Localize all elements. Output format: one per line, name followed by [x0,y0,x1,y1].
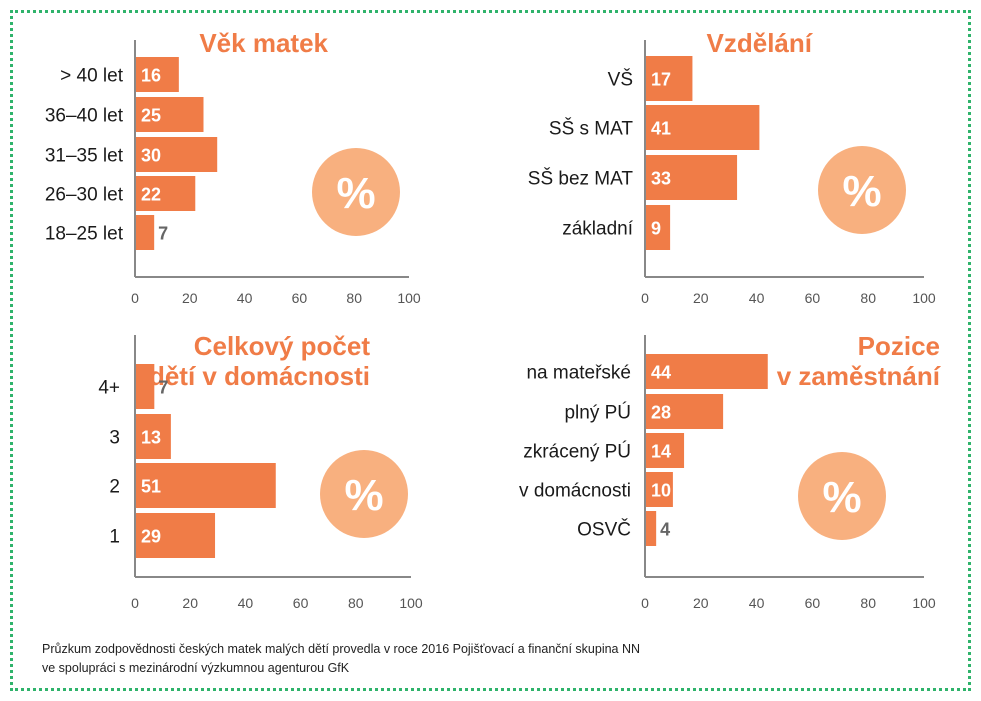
chart-pozice-value-label-2: 28 [651,403,671,423]
chart-vzdelani-x-tick-label-3: 40 [749,290,765,306]
chart-pozice-bar-3 [645,433,685,468]
chart-deti-bar-1 [135,364,155,409]
chart-vek-bar-5 [135,215,155,250]
chart-deti-x-tick-label-3: 40 [238,595,254,611]
chart-pozice-bar-5 [645,511,657,546]
chart-vzdelani-category-label-4: základní [562,219,633,240]
chart-pozice-title-line-1: Pozice [858,331,940,361]
chart-vzdelani-x-tick-label-6: 100 [912,290,936,306]
chart-deti-category-label-3: 2 [109,477,120,498]
chart-deti-bar-4 [135,513,216,558]
chart-pozice-bar-4 [645,472,673,507]
chart-pozice-x-tick-label-6: 100 [912,595,936,611]
chart-vzdelani-x-tick-label-1: 0 [641,290,649,306]
chart-vzdelani-x-tick-label-2: 20 [693,290,709,306]
chart-deti-x-tick-label-1: 0 [131,595,139,611]
chart-vek-category-label-3: 31–35 let [45,146,124,167]
chart-deti-value-label-1: 7 [158,378,168,398]
chart-pozice-x-tick-label-1: 0 [641,595,649,611]
chart-vek-x-tick-label-1: 0 [131,290,139,306]
chart-pozice-value-label-5: 4 [660,520,670,540]
chart-vzdelani-category-label-1: VŠ [608,69,633,91]
chart-deti-category-label-2: 3 [109,428,120,449]
chart-vek-category-label-2: 36–40 let [45,106,124,127]
chart-deti-bar-3 [135,463,276,508]
chart-pozice-value-label-4: 10 [651,481,671,501]
chart-vek-value-label-5: 7 [158,224,168,244]
chart-vek-percent-circle [312,148,400,236]
chart-vzdelani-percent-symbol: % [842,167,881,216]
chart-vzdelani-bar-1 [645,56,693,101]
chart-vzdelani-category-label-2: SŠ s MAT [549,118,633,140]
chart-vek-value-label-1: 16 [141,66,161,86]
chart-pozice-category-label-2: plný PÚ [564,402,631,424]
chart-vzdelani-value-label-3: 33 [651,169,671,189]
footnote: Průzkum zodpovědnosti českých matek malý… [42,640,802,678]
chart-pozice-percent-symbol: % [822,473,861,522]
chart-pozice-x-tick-label-2: 20 [693,595,709,611]
chart-deti-title-line-1: Celkový počet [194,331,371,361]
chart-pozice-x-tick-label-4: 60 [805,595,821,611]
chart-vzdelani-value-label-1: 17 [651,70,671,90]
chart-vzdelani-value-label-4: 9 [651,219,661,239]
chart-deti-percent-circle [320,450,408,538]
chart-vek-x-tick-label-5: 80 [346,290,362,306]
chart-pozice-category-label-5: OSVČ [577,519,631,541]
chart-deti-title-line-2: dětí v domácnosti [149,361,370,391]
chart-pozice-bar-1 [645,354,768,389]
chart-vzdelani-bar-4 [645,205,671,250]
chart-pozice-category-label-3: zkrácený PÚ [523,441,631,463]
chart-vek-x-tick-label-6: 100 [397,290,421,306]
footnote-line-1: Průzkum zodpovědnosti českých matek malý… [42,642,641,656]
chart-vek-bar-4 [135,176,196,211]
chart-vek-title-line-1: Věk matek [199,28,328,58]
chart-vek-value-label-4: 22 [141,185,161,205]
chart-pozice-title-line-2: v zaměstnání [777,361,941,391]
chart-vek-category-label-5: 18–25 let [45,224,124,245]
chart-vek-bar-3 [135,137,218,172]
chart-pozice-x-tick-label-3: 40 [749,595,765,611]
footnote-line-2: ve spolupráci s mezinárodní výzkumnou ag… [42,661,350,675]
chart-vek-value-label-3: 30 [141,146,161,166]
chart-vzdelani-title-line-1: Vzdělání [707,28,813,58]
chart-vzdelani-bar-3 [645,155,738,200]
chart-deti-bar-2 [135,414,171,459]
chart-deti-x-tick-label-6: 100 [399,595,423,611]
chart-vzdelani-x-tick-label-5: 80 [860,290,876,306]
chart-deti-category-label-1: 4+ [98,378,120,399]
chart-pozice-percent-circle [798,452,886,540]
chart-vek-value-label-2: 25 [141,106,161,126]
chart-pozice-bar-2 [645,394,724,429]
chart-deti-value-label-4: 29 [141,527,161,547]
chart-deti-category-label-4: 1 [109,527,120,548]
chart-vzdelani-value-label-2: 41 [651,119,671,139]
chart-vek-category-label-1: > 40 let [60,66,124,87]
chart-deti-x-tick-label-5: 80 [348,595,364,611]
chart-vzdelani-category-label-3: SŠ bez MAT [528,168,634,190]
chart-deti-percent-symbol: % [344,471,383,520]
chart-vek-percent-symbol: % [336,169,375,218]
chart-vek-x-tick-label-2: 20 [182,290,198,306]
chart-vzdelani-bar-2 [645,105,760,150]
chart-deti-value-label-3: 51 [141,477,161,497]
chart-vek-bar-1 [135,57,179,92]
chart-pozice-x-tick-label-5: 80 [860,595,876,611]
dotted-border-frame [10,10,971,691]
chart-deti-x-tick-label-2: 20 [182,595,198,611]
chart-pozice-category-label-4: v domácnosti [519,481,631,502]
chart-vek-bar-2 [135,97,204,132]
chart-pozice-value-label-3: 14 [651,442,671,462]
chart-pozice-category-label-1: na mateřské [526,363,631,384]
chart-vek-x-tick-label-3: 40 [237,290,253,306]
chart-vek-x-tick-label-4: 60 [292,290,308,306]
chart-deti-value-label-2: 13 [141,428,161,448]
chart-deti-x-tick-label-4: 60 [293,595,309,611]
chart-vzdelani-percent-circle [818,146,906,234]
chart-vzdelani-x-tick-label-4: 60 [805,290,821,306]
chart-vek-category-label-4: 26–30 let [45,185,124,206]
chart-pozice-value-label-1: 44 [651,363,671,383]
